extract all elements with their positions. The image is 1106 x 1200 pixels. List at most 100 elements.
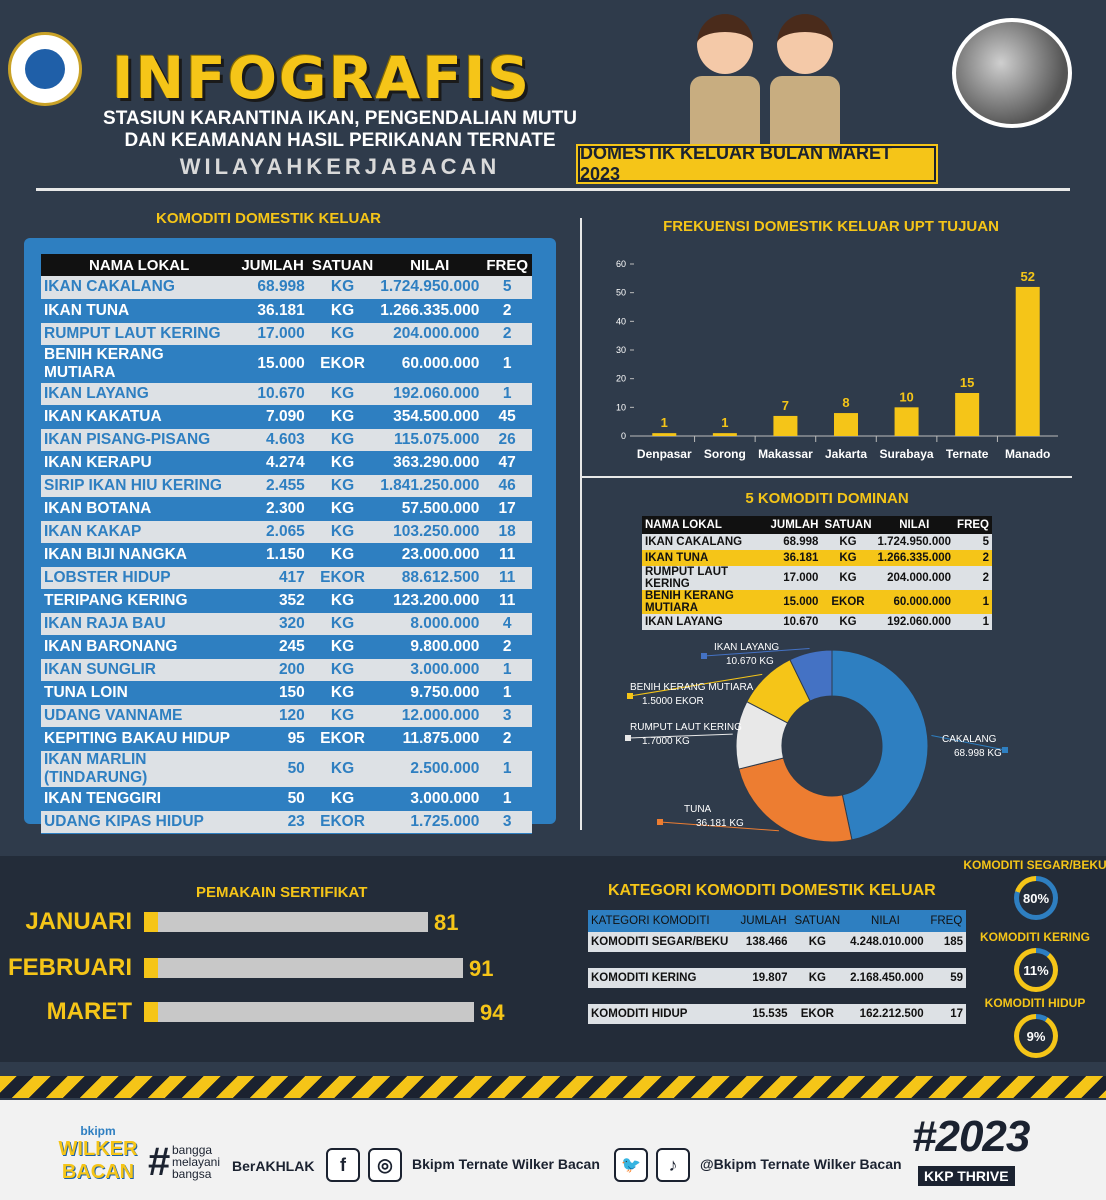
x-tick-label: Sorong — [704, 447, 746, 461]
cert-month-label: FEBRUARI — [8, 954, 132, 981]
table-cell: 4.248.010.000 — [844, 932, 927, 952]
mascot-male — [770, 14, 840, 148]
x-tick-label: Makassar — [758, 447, 813, 461]
cert-bar — [144, 912, 428, 932]
slice-label: IKAN LAYANG — [714, 642, 779, 653]
table-cell: 50 — [237, 750, 308, 788]
table-cell: 1 — [482, 750, 532, 788]
table-cell: 2.065 — [237, 520, 308, 544]
dominan-title: 5 KOMODITI DOMINAN — [745, 490, 909, 507]
table-cell: KG — [307, 405, 378, 429]
table-cell: KOMODITI SEGAR/BEKU — [588, 932, 737, 952]
table-cell: 57.500.000 — [377, 497, 483, 521]
pct-value: 9% — [1019, 1019, 1053, 1053]
table-cell: KG — [307, 276, 378, 300]
leader-line — [629, 673, 763, 697]
kkp-thrive-label: KKP THRIVE — [918, 1166, 1015, 1186]
komoditi-col-header: SATUAN — [307, 254, 378, 276]
table-row: IKAN CAKALANG 68.998 KG 1.724.950.000 5 — [642, 534, 992, 550]
table-cell: IKAN SUNGLIR — [41, 658, 238, 682]
tiktok-icon[interactable]: ♪ — [656, 1148, 690, 1182]
table-cell: EKOR — [307, 810, 378, 834]
table-cell: 115.075.000 — [377, 428, 483, 452]
table-cell: KG — [307, 382, 378, 406]
table-row: IKAN KAKATUA 7.090 KG 354.500.000 45 — [41, 405, 532, 429]
table-cell: IKAN BARONANG — [41, 635, 238, 659]
table-cell: IKAN BIJI NANGKA — [41, 543, 238, 567]
subtitle-line-1: STASIUN KARANTINA IKAN, PENGENDALIAN MUT… — [103, 108, 577, 129]
table-cell: KG — [307, 451, 378, 475]
table-cell: 4.603 — [237, 428, 308, 452]
table-cell: EKOR — [790, 1004, 845, 1024]
pct-ring: 9% — [1014, 1014, 1058, 1058]
table-cell: 204.000.000 — [874, 566, 955, 590]
leader-line — [703, 648, 810, 657]
table-cell: KG — [307, 704, 378, 728]
table-cell: 88.612.500 — [377, 566, 483, 590]
table-cell: 2 — [954, 550, 992, 566]
cert-value-label: 81 — [434, 910, 459, 935]
table-row: IKAN LAYANG 10.670 KG 192.060.000 1 — [642, 614, 992, 630]
leader-line — [931, 735, 1006, 751]
table-cell: 60.000.000 — [874, 590, 955, 614]
header-divider — [36, 188, 1070, 191]
table-cell: IKAN LAYANG — [642, 614, 768, 630]
table-cell: 185 — [926, 932, 966, 952]
cert-bar-cap — [144, 912, 158, 932]
twitter-icon[interactable]: 🐦 — [614, 1148, 648, 1182]
table-cell: 15.000 — [767, 590, 822, 614]
table-cell: 2.500.000 — [377, 750, 483, 788]
table-cell: RUMPUT LAUT KERING — [642, 566, 768, 590]
social-account-name-1: Bkipm Ternate Wilker Bacan — [412, 1156, 600, 1172]
slice-value-label: 68.998 KG — [954, 748, 1002, 759]
vertical-divider — [580, 218, 582, 830]
facebook-icon[interactable]: f — [326, 1148, 360, 1182]
komoditi-col-header: NILAI — [377, 254, 483, 276]
table-cell: 1.724.950.000 — [377, 276, 483, 300]
table-row: IKAN BIJI NANGKA 1.150 KG 23.000.000 11 — [41, 543, 532, 567]
table-cell: LOBSTER HIDUP — [41, 566, 238, 590]
bar-ternate — [955, 393, 980, 436]
donut-slice-0 — [831, 649, 929, 841]
table-cell: 26 — [482, 428, 532, 452]
table-cell: 68.998 — [237, 276, 308, 300]
kategori-table: KATEGORI KOMODITI JUMLAH SATUAN NILAI FREQ K… — [588, 910, 966, 1024]
page-title: INFOGRAFIS — [112, 44, 532, 112]
table-cell: BENIH KERANG MUTIARA — [41, 345, 238, 383]
slice-value-label: 1.5000 EKOR — [642, 696, 704, 707]
table-cell: 1 — [954, 614, 992, 630]
table-cell: 9.800.000 — [377, 635, 483, 659]
table-cell: KG — [307, 322, 378, 346]
kkp-logo — [8, 32, 82, 106]
instagram-icon[interactable]: ◎ — [368, 1148, 402, 1182]
table-cell: 123.200.000 — [377, 589, 483, 613]
table-cell: KG — [307, 787, 378, 811]
komoditi-title: KOMODITI DOMESTIK KELUAR — [156, 210, 381, 227]
table-row: BENIH KERANG MUTIARA 15.000 EKOR 60.000.000… — [41, 345, 532, 383]
table-cell: 1 — [482, 658, 532, 682]
table-cell: 120 — [237, 704, 308, 728]
table-cell: 11 — [482, 589, 532, 613]
social-account-name-2: @Bkipm Ternate Wilker Bacan — [700, 1156, 902, 1172]
dominan-col-header: FREQ — [954, 516, 992, 534]
table-cell: 7.090 — [237, 405, 308, 429]
table-row: IKAN MARLIN (TINDARUNG) 50 KG 2.500.000 1 — [41, 750, 532, 788]
leader-line — [627, 733, 733, 739]
wilker-bacan-logo: bkipm WILKER BACAN — [58, 1108, 138, 1194]
table-cell: IKAN PISANG-PISANG — [41, 428, 238, 452]
bar-jakarta — [834, 413, 858, 436]
slice-value-label: 36.181 KG — [696, 818, 744, 829]
table-cell: 1.266.335.000 — [874, 550, 955, 566]
table-cell: IKAN KAKAP — [41, 520, 238, 544]
slice-value-label: 10.670 KG — [726, 656, 774, 667]
table-cell: IKAN CAKALANG — [41, 276, 238, 300]
table-cell: 2.455 — [237, 474, 308, 498]
table-cell: KG — [307, 681, 378, 705]
table-cell: KG — [307, 428, 378, 452]
table-cell: IKAN LAYANG — [41, 382, 238, 406]
table-cell: IKAN TUNA — [41, 299, 238, 323]
table-cell: 68.998 — [767, 534, 822, 550]
donut-slice-1 — [738, 757, 853, 843]
table-cell: 8.000.000 — [377, 612, 483, 636]
table-cell: IKAN TUNA — [642, 550, 768, 566]
